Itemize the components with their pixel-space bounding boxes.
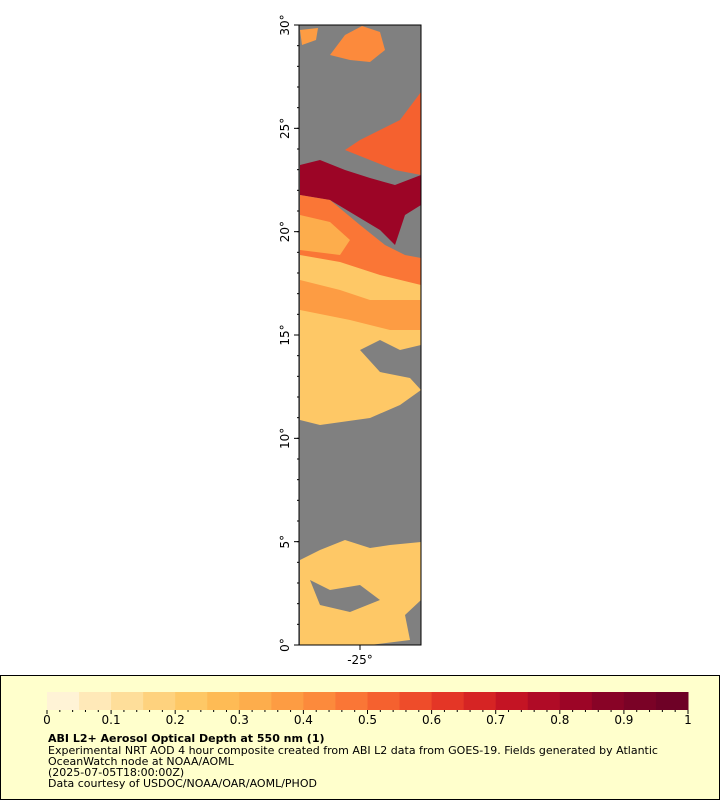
- colorbar-tick-label: 0.9: [614, 713, 633, 727]
- colorbar-step: [495, 692, 529, 710]
- aerosol-patch: [345, 92, 421, 175]
- colorbar-step: [335, 692, 368, 710]
- colorbar-step: [143, 692, 176, 710]
- aerosol-patch: [300, 195, 421, 290]
- colorbar-step: [303, 692, 336, 710]
- aod-raster: [299, 25, 421, 645]
- aerosol-patch: [330, 26, 385, 62]
- colorbar-step: [623, 692, 657, 710]
- colorbar-step: [175, 692, 208, 710]
- colorbar-step: [591, 692, 625, 710]
- colorbar-step: [559, 692, 593, 710]
- y-tick-label: 25°: [278, 118, 292, 139]
- colorbar-step: [79, 692, 112, 710]
- y-tick-label: 5°: [278, 535, 292, 549]
- y-tick-label: 30°: [278, 14, 292, 35]
- colorbar-step: [271, 692, 304, 710]
- description: OceanWatch node at NOAA/AOML: [48, 755, 235, 768]
- x-tick-label: -25°: [347, 653, 373, 667]
- y-tick-label: 10°: [278, 428, 292, 449]
- colorbar-tick-label: 0.5: [358, 713, 377, 727]
- colorbar-step: [207, 692, 240, 710]
- colorbar-tick-label: 0.4: [294, 713, 313, 727]
- colorbar-tick-label: 0.1: [102, 713, 121, 727]
- colorbar-tick-label: 0.7: [486, 713, 505, 727]
- description: Data courtesy of USDOC/NOAA/OAR/AOML/PHO…: [48, 777, 317, 790]
- description: Experimental NRT AOD 4 hour composite cr…: [48, 744, 658, 757]
- title: ABI L2+ Aerosol Optical Depth at 550 nm …: [48, 732, 325, 745]
- colorbar-tick-label: 1: [684, 713, 692, 727]
- aerosol-patch: [300, 160, 421, 245]
- colorbar-step: [399, 692, 433, 710]
- colorbar-step: [431, 692, 465, 710]
- colorbar-tick-label: 0.2: [166, 713, 185, 727]
- colorbar-step: [367, 692, 401, 710]
- aerosol-patch: [300, 280, 421, 330]
- colorbar-tick-label: 0.8: [550, 713, 569, 727]
- colorbar-step: [527, 692, 561, 710]
- no-data: [310, 580, 380, 612]
- aerosol-patch: [300, 215, 350, 255]
- colorbar-step: [463, 692, 497, 710]
- y-tick-label: 15°: [278, 324, 292, 345]
- colorbar-step: [239, 692, 272, 710]
- y-tick-label: 0°: [278, 638, 292, 652]
- colorbar-tick-label: 0: [43, 713, 51, 727]
- aerosol-patch: [300, 28, 318, 45]
- colorbar-tick-label: 0.3: [230, 713, 249, 727]
- colorbar-tick-label: 0.6: [422, 713, 441, 727]
- description: (2025-07-05T18:00:00Z): [48, 766, 184, 779]
- y-tick-label: 20°: [278, 221, 292, 242]
- colorbar-step: [111, 692, 144, 710]
- colorbar-step: [655, 692, 689, 710]
- colorbar-step: [47, 692, 80, 710]
